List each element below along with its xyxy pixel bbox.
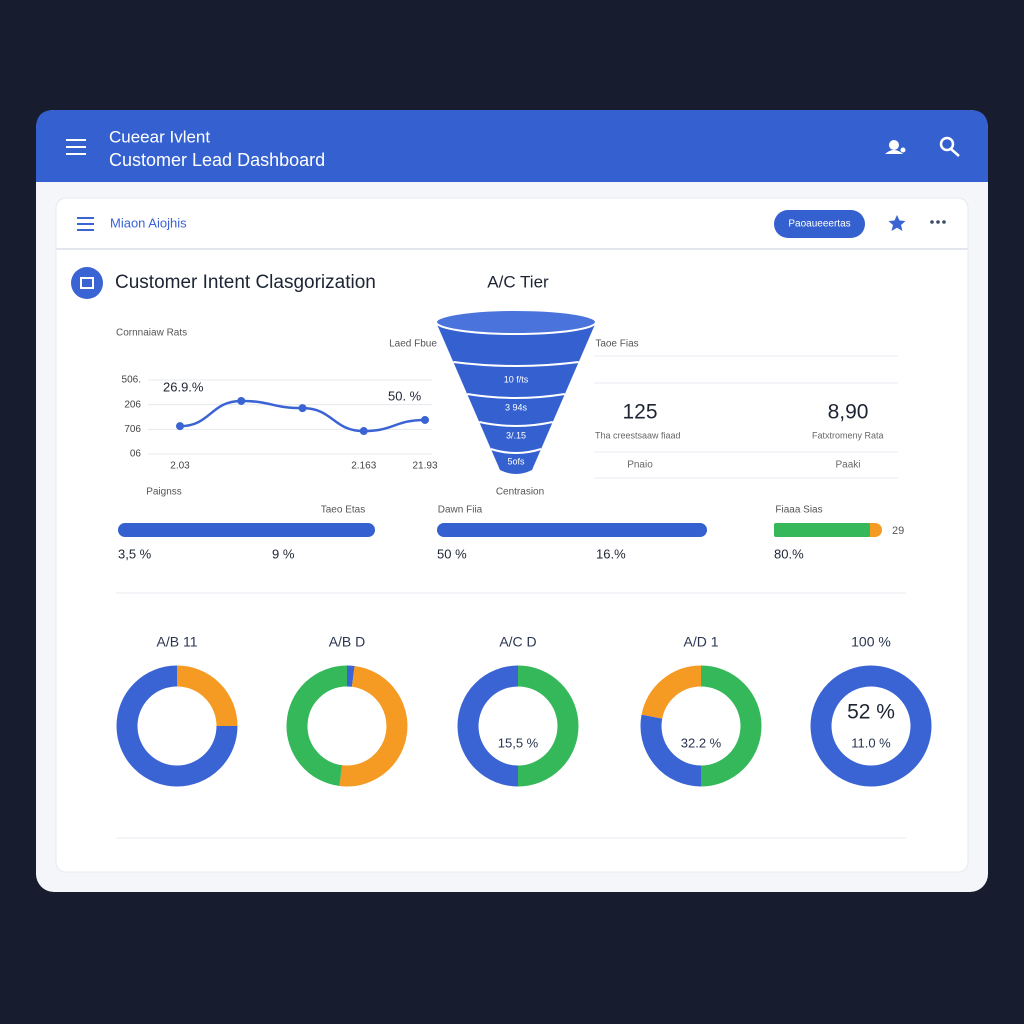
menu-icon[interactable]: [66, 139, 86, 155]
section-icon: [71, 267, 103, 299]
stat-foot: Paaki: [835, 460, 860, 471]
donut-segment: [339, 665, 408, 787]
progress-value: 16.%: [596, 546, 626, 561]
stat-value: 8,90: [828, 401, 869, 424]
y-tick-label: 506.: [122, 375, 141, 386]
donut-segment: [457, 665, 519, 787]
header-bar: [36, 110, 988, 182]
section-icon-glyph: [80, 277, 94, 289]
more-icon[interactable]: [930, 220, 946, 224]
donut-segment: [700, 665, 762, 787]
progress-title: Paignss: [146, 487, 182, 498]
donut-segment: [810, 665, 932, 787]
x-tick-label: 21.93: [412, 461, 437, 472]
chart-label: Cornnaiaw Rats: [116, 328, 187, 339]
donut-label: 32.2 %: [681, 735, 722, 750]
progress-value: 80.%: [774, 546, 804, 561]
progress-value: 50 %: [437, 546, 467, 561]
progress-bar: [118, 523, 375, 537]
annotation: 26.9.%: [163, 379, 204, 394]
section-title: Customer Intent Clasgorization: [115, 272, 376, 293]
line-point: [359, 427, 368, 436]
x-tick-label: 2.163: [351, 461, 376, 472]
funnel-level: 10 f/ts: [504, 374, 529, 384]
donut-segment: [640, 714, 702, 787]
donut-label: 15,5 %: [498, 735, 539, 750]
star-icon[interactable]: [888, 215, 906, 231]
user-icon[interactable]: [885, 140, 906, 154]
funnel-label: Laed Fbue: [389, 339, 437, 350]
donut-segment: [641, 665, 702, 720]
progress-value: 3,5 %: [118, 546, 152, 561]
toolbar-button-label[interactable]: Paoaueeertas: [788, 219, 850, 230]
donut-title: A/D 1: [683, 634, 718, 650]
progress-value: 9 %: [272, 546, 295, 561]
stat-value: 125: [622, 401, 657, 424]
funnel-level: 5ofs: [507, 456, 525, 466]
y-tick-label: 706: [124, 424, 141, 435]
toolbar-button[interactable]: [774, 210, 865, 238]
progress-bar: [774, 523, 870, 537]
x-tick-label: 2.03: [170, 461, 190, 472]
donut-segment: [176, 665, 238, 727]
funnel-divider: [453, 361, 579, 367]
progress-label: Taeo Etas: [321, 505, 365, 516]
progress-end-label: 29: [892, 525, 904, 537]
donut-title: A/B D: [329, 634, 366, 650]
funnel-level: 3 94s: [505, 402, 528, 412]
section-tier: A/C Tier: [487, 272, 549, 291]
donut-title: A/B 11: [157, 634, 198, 650]
line-point: [421, 415, 429, 424]
progress-label: Fiaaa Sias: [775, 505, 822, 516]
y-tick-label: 206: [124, 399, 141, 410]
toolbar-label: Miaon Aiojhis: [110, 215, 187, 230]
donut-segment: [517, 665, 579, 787]
header-title: Customer Lead Dashboard: [109, 150, 325, 170]
stat-caption: Fatxtromeny Rata: [812, 430, 884, 440]
donut-segment: [116, 665, 238, 787]
line-point: [298, 404, 307, 413]
funnel-top: [435, 309, 597, 335]
progress-bar: [437, 523, 707, 537]
donut-title: 100 %: [851, 634, 891, 650]
toolbar-menu-icon[interactable]: [77, 217, 94, 231]
donut-title: A/C D: [499, 634, 536, 650]
stat-caption: Tha creestsaaw fiaad: [595, 430, 681, 440]
donut-label: 11.0 %: [851, 735, 891, 750]
donut-label: 52 %: [847, 701, 895, 724]
line-point: [237, 396, 246, 405]
header-subtitle: Cueear Ivlent: [109, 127, 210, 146]
search-icon[interactable]: [939, 136, 960, 157]
line-point: [176, 422, 184, 431]
stat-foot: Pnaio: [627, 460, 653, 471]
donut-segment: [286, 665, 348, 787]
funnel-caption: Centrasion: [496, 487, 544, 498]
funnel-level: 3/.15: [506, 430, 526, 440]
annotation: 50. %: [388, 388, 422, 403]
funnel-divider: [479, 421, 553, 427]
funnel-divider: [490, 448, 542, 454]
funnel-divider: [466, 393, 566, 399]
funnel-label: Taoe Fias: [595, 339, 638, 350]
y-tick-label: 06: [130, 449, 142, 460]
progress-label: Dawn Fiia: [438, 505, 483, 516]
stats-grid: [594, 355, 898, 479]
